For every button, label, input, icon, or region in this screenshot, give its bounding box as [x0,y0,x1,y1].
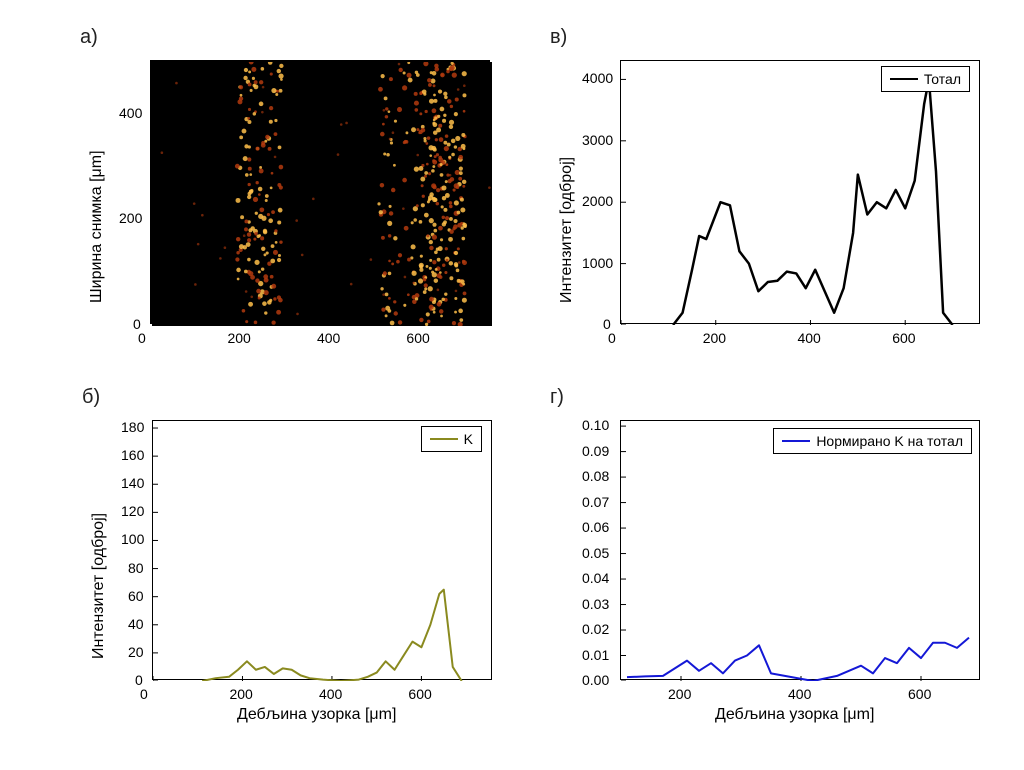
panel-b-ylabel: Интензитет [одброј] [90,513,108,659]
panel-c-plot [620,60,980,324]
panel-a-ylabel: Ширина снимка [μm] [88,150,106,303]
y-tick-label: 2000 [582,193,613,209]
x-tick-label: 600 [408,686,431,702]
panel-c-svg [621,61,981,325]
y-tick-label: 120 [121,503,144,519]
y-tick-label: 400 [119,105,142,121]
panel-c-label: в) [550,26,567,49]
x-tick-label: 600 [406,330,429,346]
y-tick-label: 40 [128,616,144,632]
panel-a-label: а) [80,26,98,49]
y-tick-label: 1000 [582,255,613,271]
panel-a-svg [152,62,492,326]
x-tick-label: 0 [138,330,146,346]
y-tick-label: 0.04 [582,570,609,586]
x-tick-label: 400 [797,330,820,346]
panel-b-plot [152,420,492,680]
x-tick-label: 200 [703,330,726,346]
y-tick-label: 0.09 [582,443,609,459]
panel-b-xlabel: Дебљина узорка [μm] [237,706,396,724]
panel-d-legend-label: Нормирано K на тотал [816,433,963,449]
x-tick-label: 400 [319,686,342,702]
y-tick-label: 0 [135,672,143,688]
panel-b: б) Интензитет [одброј] Дебљина узорка [μ… [82,410,502,730]
y-tick-label: 0.01 [582,647,609,663]
y-tick-label: 160 [121,447,144,463]
y-tick-label: 0.07 [582,494,609,510]
y-tick-label: 100 [121,531,144,547]
x-tick-label: 200 [229,686,252,702]
y-tick-label: 0.00 [582,672,609,688]
panel-b-legend-label: K [464,431,473,447]
y-tick-label: 0.03 [582,596,609,612]
y-tick-label: 140 [121,475,144,491]
x-tick-label: 400 [317,330,340,346]
panel-d-svg [621,421,981,681]
y-tick-label: 0 [133,316,141,332]
panel-b-legend-line [430,438,458,440]
x-tick-label: 0 [140,686,148,702]
panel-d-plot [620,420,980,680]
panel-d-label: г) [550,386,564,409]
y-tick-label: 180 [121,419,144,435]
panel-a-plot [150,60,490,324]
y-tick-label: 0.10 [582,417,609,433]
x-tick-label: 200 [668,686,691,702]
x-tick-label: 200 [227,330,250,346]
x-tick-label: 0 [608,330,616,346]
y-tick-label: 0.05 [582,545,609,561]
panel-d-legend: Нормирано K на тотал [773,428,972,454]
y-tick-label: 0.02 [582,621,609,637]
y-tick-label: 0 [603,316,611,332]
panel-b-label: б) [82,386,100,409]
y-tick-label: 0.08 [582,468,609,484]
panel-b-svg [153,421,493,681]
panel-b-legend: K [421,426,482,452]
x-tick-label: 600 [908,686,931,702]
panel-c: в) Интензитет [одброј] Тотал 02004006000… [550,50,990,360]
panel-c-legend-line [890,78,918,81]
x-tick-label: 600 [892,330,915,346]
y-tick-label: 20 [128,644,144,660]
y-tick-label: 200 [119,210,142,226]
y-tick-label: 80 [128,560,144,576]
panel-c-ylabel: Интензитет [одброј] [558,157,576,303]
y-tick-label: 3000 [582,132,613,148]
panel-c-legend: Тотал [881,66,970,92]
panel-a: а) Ширина снимка [μm] 02004006000200400 [80,50,500,360]
figure-container: а) Ширина снимка [μm] 02004006000200400 … [20,20,1004,750]
y-tick-label: 4000 [582,70,613,86]
y-tick-label: 0.06 [582,519,609,535]
y-tick-label: 60 [128,588,144,604]
panel-d-xlabel: Дебљина узорка [μm] [715,706,874,724]
panel-c-legend-label: Тотал [924,71,961,87]
panel-d-legend-line [782,440,810,442]
x-tick-label: 400 [788,686,811,702]
panel-d: г) Дебљина узорка [μm] Нормирано K на то… [550,410,990,730]
